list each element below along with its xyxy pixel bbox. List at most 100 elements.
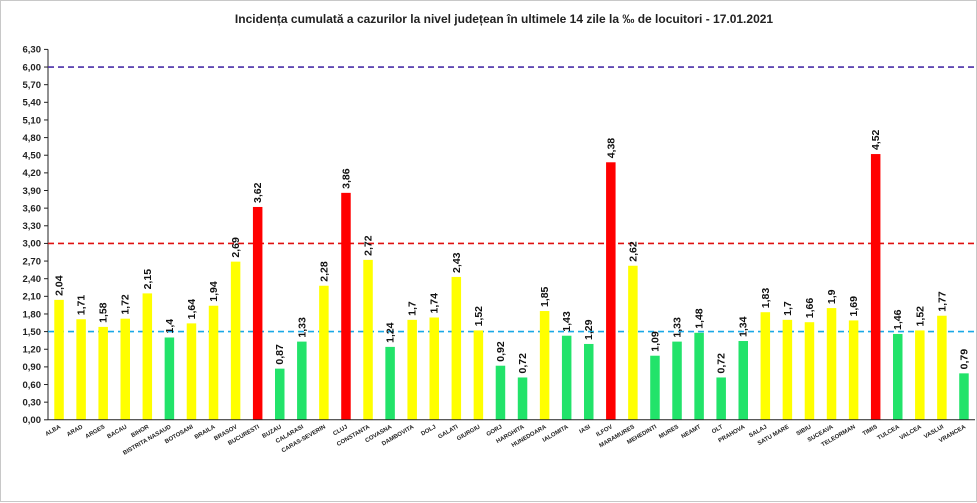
bar-value-label: 0,87	[274, 344, 286, 365]
y-tick-label: 1,80	[23, 309, 42, 320]
bar-value-label: 1,34	[738, 316, 750, 337]
bar-value-label: 1,58	[98, 302, 110, 323]
y-tick-label: 3,00	[23, 239, 42, 250]
bar	[230, 261, 241, 420]
bar	[186, 323, 197, 420]
bar-value-label: 3,86	[340, 168, 352, 189]
bar	[606, 162, 616, 420]
bar	[208, 305, 219, 420]
bar-value-label: 4,52	[870, 129, 882, 150]
bar-value-label: 2,15	[142, 269, 154, 290]
x-tick-label: TULCEA	[877, 424, 902, 442]
y-axis: 0,00 0,30 0,60 0,90 1,20 1,50 1,80 2,10 2,40 2,70…	[23, 45, 49, 426]
bar-value-label: 1,85	[539, 286, 551, 307]
bar-value-label: 1,33	[672, 317, 684, 338]
x-tick-label: ARGES	[85, 424, 106, 440]
bar	[98, 326, 108, 420]
y-tick-label: 3,30	[23, 221, 42, 232]
bar-value-label: 1,71	[76, 295, 88, 316]
bar-value-label: 1,46	[892, 309, 904, 330]
bar-value-label: 1,48	[694, 308, 706, 329]
bar-value-label: 1,69	[848, 296, 860, 317]
x-tick-label: NEAMT	[681, 424, 703, 440]
bar	[473, 330, 484, 420]
x-tick-label: BACAU	[106, 424, 128, 440]
bar	[584, 343, 594, 420]
bar	[782, 319, 793, 420]
bar	[363, 259, 373, 420]
bar	[319, 285, 329, 420]
x-tick-label: CLUJ	[332, 424, 349, 437]
bar	[407, 319, 417, 420]
bar	[297, 341, 307, 420]
x-tick-label: ALBA	[45, 424, 63, 438]
y-tick-label: 4,50	[23, 151, 42, 162]
bar	[120, 318, 130, 420]
bar	[54, 299, 64, 420]
bar-value-label: 0,92	[495, 341, 507, 362]
bar-value-label: 0,72	[517, 353, 529, 374]
bar	[561, 335, 572, 420]
bar	[76, 319, 86, 420]
y-tick-label: 6,30	[23, 45, 42, 56]
bar	[539, 311, 550, 420]
bar	[385, 346, 395, 420]
bar-value-label: 1,77	[936, 291, 948, 312]
bar-value-label: 1,33	[296, 317, 308, 338]
bar-value-label: 0,79	[958, 349, 970, 370]
bar	[429, 317, 439, 420]
bar-value-label: 2,72	[363, 235, 375, 256]
bar	[650, 355, 660, 420]
bar	[716, 377, 726, 420]
y-tick-label: 2,40	[23, 274, 42, 285]
bar-value-label: 1,43	[561, 311, 573, 332]
x-tick-label: SIBIU	[796, 424, 813, 437]
bar-value-label: 2,69	[230, 237, 242, 258]
y-tick-label: 4,20	[23, 168, 42, 179]
bar-value-label: 1,66	[804, 298, 816, 319]
x-tick-label: IASI	[579, 424, 592, 435]
y-tick-label: 4,80	[23, 133, 42, 144]
chart-title: Incidența cumulată a cazurilor la nivel …	[235, 12, 774, 26]
x-tick-label: IALOMITA	[542, 424, 570, 444]
y-tick-label: 0,30	[23, 397, 42, 408]
x-tick-label: ARAD	[66, 424, 85, 438]
y-tick-label: 3,60	[23, 203, 42, 214]
bars	[54, 154, 969, 420]
x-tick-label: OLT	[711, 424, 724, 435]
x-tick-label: VALCEA	[899, 424, 924, 442]
bar	[804, 322, 815, 420]
threshold-lines	[48, 66, 975, 333]
bar-value-label: 1,09	[649, 331, 661, 352]
y-tick-label: 5,40	[23, 98, 42, 109]
y-tick-label: 5,70	[23, 80, 42, 91]
bar	[959, 373, 969, 420]
bar	[451, 276, 462, 420]
bar-value-label: 1,9	[826, 289, 838, 304]
bar-value-label: 0,72	[716, 353, 728, 374]
bar-value-label: 1,72	[120, 294, 132, 315]
bar	[937, 315, 947, 420]
y-tick-label: 1,50	[23, 327, 42, 338]
bar-value-label: 1,7	[407, 301, 419, 316]
bar	[495, 365, 506, 420]
bar-value-label: 1,74	[429, 293, 441, 314]
bar	[252, 206, 263, 420]
bar-value-label: 1,29	[583, 319, 595, 340]
bar	[142, 293, 153, 420]
bar	[672, 341, 682, 420]
bar	[826, 308, 837, 420]
y-tick-label: 0,60	[23, 380, 42, 391]
bar-value-label: 1,7	[782, 301, 794, 316]
x-tick-label: GIURGIU	[456, 424, 481, 442]
bar-value-label: 2,28	[318, 261, 330, 282]
bar	[275, 368, 285, 420]
y-tick-label: 0,00	[23, 415, 42, 426]
bar-value-label: 2,62	[627, 241, 639, 262]
bar	[628, 265, 638, 420]
bar-value-label: 3,62	[252, 182, 264, 203]
bar-value-label: 1,83	[760, 288, 772, 309]
